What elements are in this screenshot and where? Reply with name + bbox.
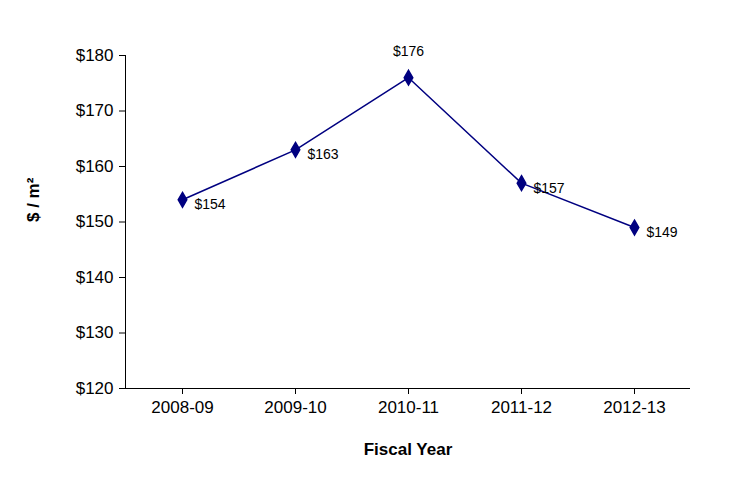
svg-text:$157: $157 [534,180,565,196]
svg-text:2008-09: 2008-09 [151,398,213,417]
svg-text:2010-11: 2010-11 [378,398,439,417]
svg-text:$149: $149 [647,224,678,240]
svg-text:$163: $163 [308,146,339,162]
svg-text:$170: $170 [76,101,114,120]
svg-text:2011-12: 2011-12 [491,398,552,417]
svg-text:$180: $180 [76,46,114,65]
svg-text:$160: $160 [76,157,114,176]
svg-text:$130: $130 [76,323,114,342]
svg-text:$150: $150 [76,212,114,231]
svg-text:$154: $154 [195,196,226,212]
svg-text:2009-10: 2009-10 [264,398,326,417]
svg-text:$176: $176 [393,43,424,59]
svg-text:$140: $140 [76,268,114,287]
svg-text:$120: $120 [76,379,114,398]
svg-text:2012-13: 2012-13 [603,398,665,417]
svg-text:Fiscal Year: Fiscal Year [364,440,453,459]
svg-text:$ / m²: $ / m² [24,177,43,222]
